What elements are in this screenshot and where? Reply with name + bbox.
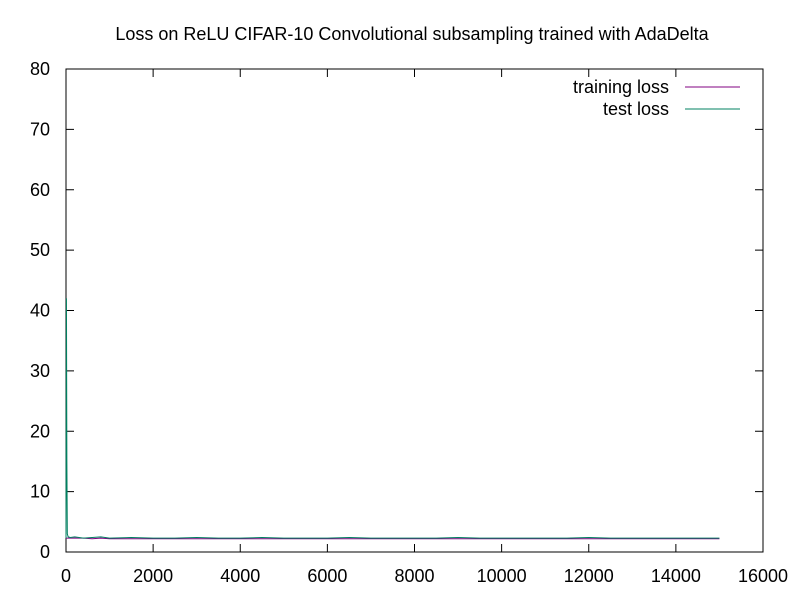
y-tick-label: 10	[30, 482, 50, 502]
y-tick-label: 20	[30, 421, 50, 441]
y-tick-label: 50	[30, 240, 50, 260]
x-tick-label: 16000	[738, 566, 788, 586]
plot-frame	[65, 68, 764, 553]
x-tick-label: 2000	[133, 566, 173, 586]
series-layer	[65, 298, 720, 540]
x-tick-label: 0	[61, 566, 71, 586]
y-tick-label: 0	[40, 542, 50, 562]
y-tick-label: 70	[30, 119, 50, 139]
chart-title: Loss on ReLU CIFAR-10 Convolutional subs…	[115, 24, 709, 44]
y-tick-label: 40	[30, 301, 50, 321]
legend-label-1: test loss	[603, 99, 669, 119]
legend-label-0: training loss	[573, 77, 669, 97]
x-tick-label: 10000	[477, 566, 527, 586]
x-tick-label: 14000	[651, 566, 701, 586]
y-tick-label: 30	[30, 361, 50, 381]
x-tick-label: 4000	[220, 566, 260, 586]
y-tick-label: 60	[30, 180, 50, 200]
axes: 0 2000 4000 6000 8000 10000 12000 14000 16000 0 10…	[30, 59, 788, 586]
x-tick-label: 8000	[394, 566, 434, 586]
x-tick-label: 12000	[564, 566, 614, 586]
x-tick-label: 6000	[307, 566, 347, 586]
series-line-0	[66, 537, 720, 540]
y-tick-label: 80	[30, 59, 50, 79]
series-line-1	[65, 298, 720, 539]
